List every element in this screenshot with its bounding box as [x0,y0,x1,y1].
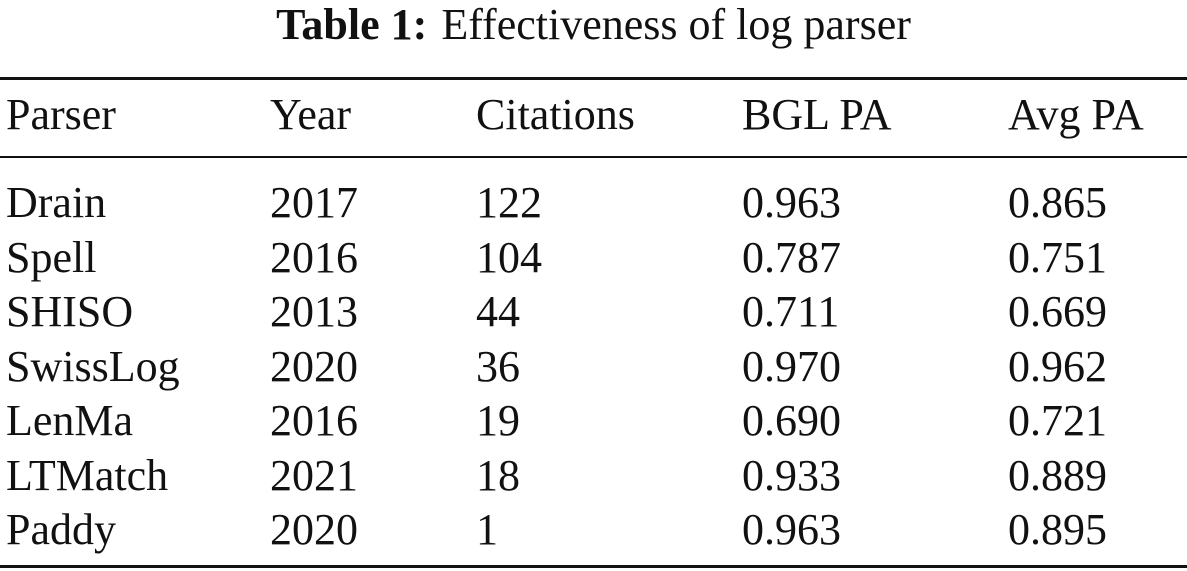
cell-year: 2017 [270,178,358,227]
table-top-rule [0,77,1187,80]
cell-citations: 1 [476,505,498,554]
table-header-row: Parser Year Citations BGL PA Avg PA [0,89,1187,141]
column-header-year: Year [270,90,352,139]
table-row: SwissLog 2020 36 0.970 0.962 [0,339,1187,394]
cell-avg-pa: 0.889 [1008,451,1107,500]
cell-citations: 122 [476,178,542,227]
cell-year: 2020 [270,342,358,391]
cell-year: 2021 [270,451,358,500]
cell-parser: LTMatch [6,451,169,500]
cell-bgl-pa: 0.933 [742,451,841,500]
table-bottom-rule [0,565,1187,568]
cell-year: 2020 [270,505,358,554]
table-caption-label: Table 1: [276,0,428,49]
cell-bgl-pa: 0.970 [742,342,841,391]
cell-bgl-pa: 0.711 [742,287,840,336]
cell-parser: Spell [6,233,97,282]
cell-bgl-pa: 0.690 [742,396,841,445]
cell-avg-pa: 0.751 [1008,233,1107,282]
cell-citations: 44 [476,287,520,336]
table-row: Paddy 2020 1 0.963 0.895 [0,502,1187,557]
cell-citations: 36 [476,342,520,391]
cell-year: 2016 [270,233,358,282]
column-header-parser: Parser [6,90,116,139]
cell-citations: 19 [476,396,520,445]
column-header-bgl-pa: BGL PA [742,90,892,139]
cell-bgl-pa: 0.963 [742,178,841,227]
table-row: SHISO 2013 44 0.711 0.669 [0,284,1187,339]
cell-citations: 104 [476,233,542,282]
column-header-citations: Citations [476,90,635,139]
cell-parser: Drain [6,178,107,227]
table-header-rule [0,156,1187,158]
cell-parser: Paddy [6,505,116,554]
cell-parser: SwissLog [6,342,180,391]
cell-bgl-pa: 0.787 [742,233,841,282]
cell-avg-pa: 0.895 [1008,505,1107,554]
table-row: LenMa 2016 19 0.690 0.721 [0,393,1187,448]
table-caption-text: Effectiveness of log parser [441,0,911,49]
cell-parser: LenMa [6,396,134,445]
table-row: Spell 2016 104 0.787 0.751 [0,230,1187,285]
table-caption: Table 1: Effectiveness of log parser [0,0,1187,50]
table-row: LTMatch 2021 18 0.933 0.889 [0,448,1187,503]
cell-avg-pa: 0.669 [1008,287,1107,336]
column-header-avg-pa: Avg PA [1008,90,1144,139]
cell-avg-pa: 0.721 [1008,396,1107,445]
cell-avg-pa: 0.962 [1008,342,1107,391]
cell-year: 2013 [270,287,358,336]
table-row: Drain 2017 122 0.963 0.865 [0,175,1187,230]
cell-avg-pa: 0.865 [1008,178,1107,227]
cell-parser: SHISO [6,287,134,336]
cell-year: 2016 [270,396,358,445]
cell-citations: 18 [476,451,520,500]
cell-bgl-pa: 0.963 [742,505,841,554]
